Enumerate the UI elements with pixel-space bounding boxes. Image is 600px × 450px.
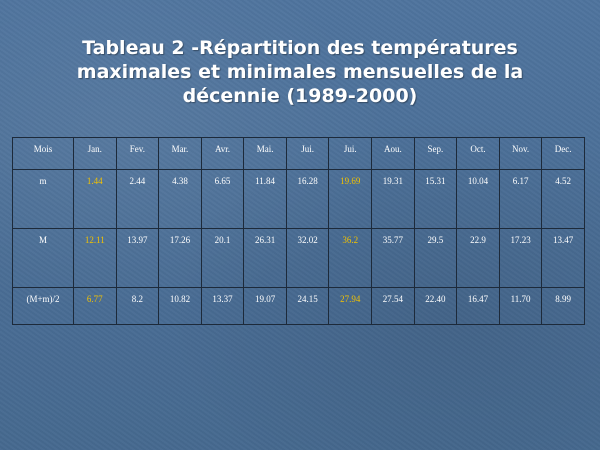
header-cell-oct: Oct. — [456, 137, 500, 170]
header-cell-avr: Avr. — [200, 137, 245, 170]
table-cell: 24.15 — [285, 287, 330, 325]
table-cell: 11.84 — [243, 169, 287, 229]
table-cell: 16.47 — [456, 287, 500, 325]
table-cell: 4.38 — [158, 169, 202, 229]
table-cell: 13.37 — [200, 287, 245, 325]
table-row-max: M 12.11 13.97 17.26 20.1 26.31 32.02 36.… — [12, 228, 585, 288]
slide-title: Tableau 2 -Répartition des températures … — [76, 37, 524, 107]
temperature-table: Mois Jan. Fev. Mar. Avr. Mai. Jui. Jui. … — [12, 137, 585, 325]
header-cell-sep: Sep. — [413, 137, 458, 170]
header-cell-nov: Nov. — [498, 137, 543, 170]
table-cell: 32.02 — [285, 228, 330, 288]
table-cell: 27.54 — [371, 287, 415, 325]
table-cell: 35.77 — [371, 228, 415, 288]
table-cell: 26.31 — [243, 228, 287, 288]
table-cell: 17.23 — [498, 228, 543, 288]
table-row-average: (M+m)/2 6.77 8.2 10.82 13.37 19.07 24.15… — [12, 287, 585, 325]
table-cell: 19.69 — [328, 169, 373, 229]
row-label-min: m — [12, 169, 74, 229]
table-cell: 6.77 — [73, 287, 117, 325]
header-cell-fev: Fev. — [115, 137, 160, 170]
table-cell: 4.52 — [541, 169, 585, 229]
table-cell: 2.44 — [115, 169, 160, 229]
header-cell-mar: Mar. — [158, 137, 202, 170]
table-cell: 13.97 — [115, 228, 160, 288]
header-cell-mois: Mois — [12, 137, 74, 170]
header-cell-juin: Jui. — [285, 137, 330, 170]
table-cell: 11.70 — [498, 287, 543, 325]
table-cell: 17.26 — [158, 228, 202, 288]
table-cell: 19.07 — [243, 287, 287, 325]
table-cell: 8.99 — [541, 287, 585, 325]
table-cell: 10.82 — [158, 287, 202, 325]
table-cell: 6.65 — [200, 169, 245, 229]
table-cell: 22.9 — [456, 228, 500, 288]
table-cell: 36.2 — [328, 228, 373, 288]
header-cell-aou: Aou. — [371, 137, 415, 170]
row-label-average: (M+m)/2 — [12, 287, 74, 325]
header-cell-dec: Dec. — [541, 137, 585, 170]
table-row-min: m 1.44 2.44 4.38 6.65 11.84 16.28 19.69 … — [12, 169, 585, 229]
row-label-max: M — [12, 228, 74, 288]
table-cell: 6.17 — [498, 169, 543, 229]
table-cell: 8.2 — [115, 287, 160, 325]
table-header-row: Mois Jan. Fev. Mar. Avr. Mai. Jui. Jui. … — [12, 137, 585, 170]
header-cell-mai: Mai. — [243, 137, 287, 170]
table-cell: 13.47 — [541, 228, 585, 288]
table-cell: 20.1 — [200, 228, 245, 288]
table-cell: 19.31 — [371, 169, 415, 229]
table-cell: 1.44 — [73, 169, 117, 229]
header-cell-jan: Jan. — [73, 137, 117, 170]
table-cell: 12.11 — [73, 228, 117, 288]
table-cell: 27.94 — [328, 287, 373, 325]
table-cell: 15.31 — [413, 169, 458, 229]
table-cell: 29.5 — [413, 228, 458, 288]
table-cell: 16.28 — [285, 169, 330, 229]
table-cell: 22.40 — [413, 287, 458, 325]
table-cell: 10.04 — [456, 169, 500, 229]
header-cell-juil: Jui. — [328, 137, 373, 170]
